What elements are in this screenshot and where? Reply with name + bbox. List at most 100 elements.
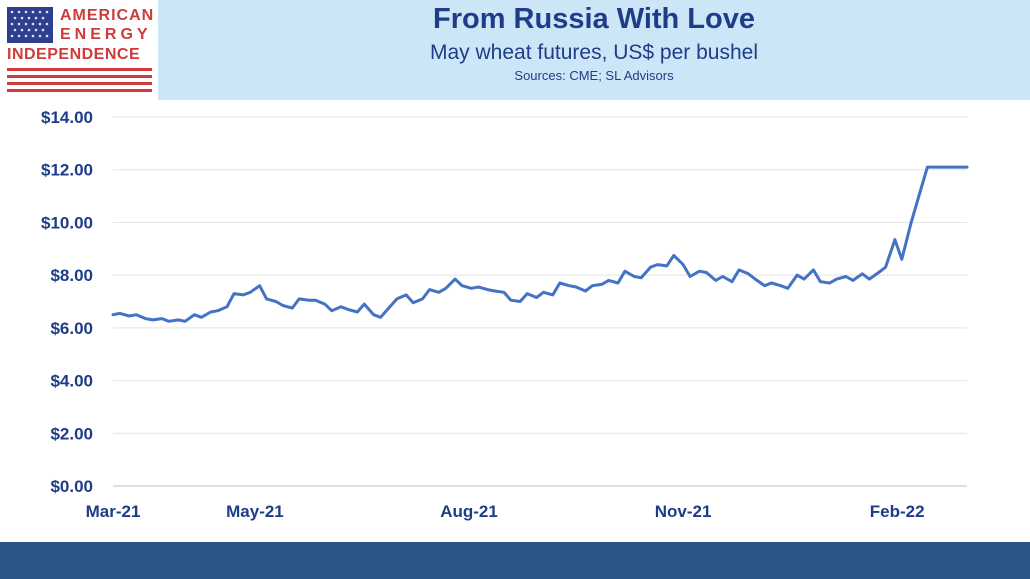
footer-bar bbox=[0, 542, 1030, 579]
data-point bbox=[112, 313, 114, 316]
data-point bbox=[787, 287, 789, 290]
y-tick-label: $10.00 bbox=[41, 213, 93, 232]
data-point bbox=[209, 311, 212, 313]
x-tick-label: May-21 bbox=[226, 502, 284, 521]
x-tick-label: Nov-21 bbox=[655, 502, 712, 521]
data-point bbox=[705, 271, 708, 274]
data-point bbox=[877, 271, 880, 274]
data-point bbox=[828, 282, 831, 284]
x-tick-label: Mar-21 bbox=[86, 502, 141, 521]
chart-subtitle: May wheat futures, US$ per bushel bbox=[429, 41, 758, 64]
data-point bbox=[461, 284, 463, 287]
data-point bbox=[324, 303, 326, 305]
data-point bbox=[356, 311, 359, 313]
x-axis-tick-labels: Mar-21 May-21 Aug-21 Nov-21 Feb-22 bbox=[86, 502, 925, 521]
data-point bbox=[721, 275, 724, 278]
data-point bbox=[910, 221, 912, 224]
data-point bbox=[949, 166, 952, 168]
data-point bbox=[796, 274, 798, 276]
data-point bbox=[591, 284, 594, 287]
data-point bbox=[258, 284, 261, 287]
data-point bbox=[396, 298, 398, 300]
data-point bbox=[421, 298, 424, 300]
logo-text-american: AMERICAN bbox=[60, 7, 155, 24]
data-point bbox=[552, 294, 554, 296]
data-point bbox=[917, 197, 919, 200]
data-point bbox=[673, 254, 675, 257]
chart-source: Sources: CME; SL Advisors bbox=[514, 68, 674, 83]
data-point bbox=[607, 279, 610, 282]
data-point bbox=[177, 319, 179, 321]
header-band bbox=[158, 0, 1030, 100]
data-point bbox=[656, 263, 659, 266]
data-point bbox=[519, 300, 521, 303]
data-point bbox=[966, 166, 968, 168]
data-point bbox=[275, 300, 277, 303]
american-flag-logo-icon bbox=[7, 7, 152, 92]
data-point bbox=[738, 269, 740, 271]
data-point bbox=[445, 287, 447, 290]
data-point bbox=[493, 290, 496, 292]
data-point bbox=[584, 290, 587, 292]
chart-title: From Russia With Love bbox=[432, 3, 755, 35]
data-point bbox=[233, 292, 235, 295]
data-point bbox=[754, 278, 756, 280]
data-point bbox=[926, 166, 929, 168]
data-point bbox=[405, 294, 408, 296]
data-point bbox=[747, 273, 750, 275]
data-point bbox=[535, 296, 538, 299]
data-point bbox=[372, 313, 375, 316]
data-point bbox=[314, 299, 317, 301]
data-point bbox=[135, 313, 138, 316]
data-point bbox=[633, 275, 635, 278]
data-point bbox=[714, 279, 717, 282]
data-point bbox=[959, 166, 961, 168]
data-point bbox=[168, 320, 170, 323]
data-point bbox=[731, 280, 733, 283]
x-tick-label: Feb-22 bbox=[870, 502, 925, 521]
data-point bbox=[119, 312, 121, 315]
y-tick-label: $14.00 bbox=[41, 108, 93, 127]
data-point bbox=[282, 304, 284, 307]
data-point bbox=[216, 309, 219, 312]
data-point bbox=[438, 291, 440, 294]
data-point bbox=[510, 299, 512, 301]
y-tick-label: $12.00 bbox=[41, 161, 93, 180]
data-point bbox=[575, 286, 577, 288]
data-point bbox=[649, 266, 652, 268]
series-layer bbox=[111, 165, 969, 323]
data-point bbox=[763, 284, 766, 287]
data-point bbox=[379, 316, 382, 319]
data-point bbox=[617, 282, 619, 284]
data-point bbox=[942, 166, 945, 168]
y-tick-label: $6.00 bbox=[50, 319, 93, 338]
data-point bbox=[307, 299, 310, 301]
data-point bbox=[624, 270, 626, 272]
data-point bbox=[884, 266, 887, 268]
x-tick-label: Aug-21 bbox=[440, 502, 498, 521]
data-point bbox=[526, 292, 528, 295]
data-point bbox=[868, 278, 871, 280]
gridlines bbox=[113, 116, 967, 487]
data-point bbox=[568, 284, 570, 287]
data-point bbox=[503, 291, 505, 294]
data-point bbox=[803, 278, 805, 280]
data-point bbox=[298, 298, 301, 300]
data-point bbox=[389, 306, 391, 308]
data-point bbox=[819, 280, 822, 283]
data-point bbox=[454, 278, 456, 280]
data-point bbox=[470, 287, 473, 290]
data-point bbox=[852, 279, 854, 282]
data-point bbox=[151, 319, 154, 321]
logo: AMERICAN ENERGY INDEPENDENCE bbox=[0, 0, 158, 100]
data-point bbox=[412, 302, 415, 304]
data-point bbox=[698, 270, 701, 272]
data-point bbox=[933, 166, 936, 168]
line-chart: $0.00 $2.00 $4.00 $6.00 $8.00 $10.00 $12.00 $14… bbox=[41, 108, 969, 521]
data-point bbox=[640, 277, 642, 279]
y-tick-label: $0.00 bbox=[50, 477, 93, 496]
y-tick-label: $2.00 bbox=[50, 424, 93, 443]
data-point bbox=[242, 294, 245, 296]
data-point bbox=[689, 275, 691, 278]
data-point bbox=[249, 291, 252, 294]
